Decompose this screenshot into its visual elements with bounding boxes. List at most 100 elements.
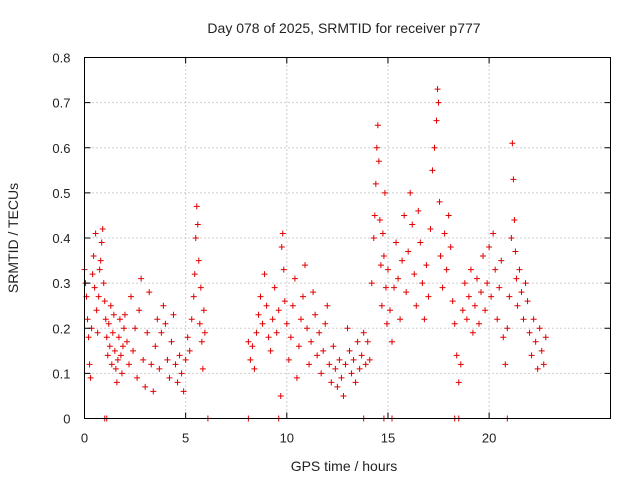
data-point bbox=[439, 284, 446, 291]
data-point bbox=[415, 207, 422, 214]
data-point bbox=[96, 266, 103, 273]
data-point bbox=[461, 280, 468, 287]
data-point bbox=[504, 325, 511, 332]
data-point bbox=[275, 307, 282, 314]
data-point bbox=[512, 248, 519, 255]
data-point bbox=[110, 311, 117, 318]
data-point bbox=[380, 253, 387, 260]
data-point bbox=[156, 365, 163, 372]
data-point bbox=[457, 361, 464, 368]
data-point bbox=[91, 284, 98, 291]
data-point bbox=[441, 230, 448, 237]
data-point bbox=[526, 329, 533, 336]
data-point bbox=[538, 347, 545, 354]
data-point bbox=[271, 284, 278, 291]
data-point bbox=[201, 329, 208, 336]
data-point bbox=[144, 329, 151, 336]
data-point bbox=[377, 262, 384, 269]
data-point bbox=[484, 280, 491, 287]
data-point bbox=[419, 280, 426, 287]
data-point bbox=[253, 329, 260, 336]
data-point bbox=[195, 257, 202, 264]
data-point bbox=[278, 244, 285, 251]
data-point bbox=[99, 225, 106, 232]
data-point bbox=[279, 230, 286, 237]
data-point bbox=[140, 356, 147, 363]
data-point bbox=[511, 216, 518, 223]
data-point bbox=[510, 176, 517, 183]
data-point bbox=[436, 198, 443, 205]
data-point bbox=[121, 311, 128, 318]
data-point bbox=[257, 293, 264, 300]
data-point bbox=[522, 280, 529, 287]
data-point bbox=[245, 338, 252, 345]
data-point bbox=[84, 316, 91, 323]
data-point bbox=[100, 280, 107, 287]
data-point bbox=[423, 262, 430, 269]
data-point bbox=[334, 383, 341, 390]
data-point bbox=[330, 343, 337, 350]
data-point bbox=[490, 230, 497, 237]
data-point bbox=[496, 284, 503, 291]
data-point bbox=[344, 325, 351, 332]
data-point bbox=[425, 293, 432, 300]
data-point bbox=[101, 298, 108, 305]
data-point bbox=[191, 271, 198, 278]
data-point bbox=[166, 374, 173, 381]
data-point bbox=[285, 356, 292, 363]
data-point bbox=[514, 302, 521, 309]
data-point bbox=[112, 365, 119, 372]
data-point bbox=[273, 329, 280, 336]
data-point bbox=[520, 316, 527, 323]
data-point bbox=[411, 271, 418, 278]
data-point bbox=[437, 253, 444, 260]
data-point bbox=[162, 320, 169, 327]
data-point bbox=[506, 293, 513, 300]
data-point bbox=[393, 239, 400, 246]
data-point bbox=[478, 289, 485, 296]
data-point bbox=[108, 361, 115, 368]
data-point bbox=[368, 280, 375, 287]
data-point bbox=[98, 239, 105, 246]
data-point bbox=[350, 356, 357, 363]
data-point bbox=[382, 284, 389, 291]
x-tick-label: 5 bbox=[182, 431, 189, 446]
data-point bbox=[180, 388, 187, 395]
data-point bbox=[340, 392, 347, 399]
data-point bbox=[453, 352, 460, 359]
data-point bbox=[366, 356, 373, 363]
data-point bbox=[281, 298, 288, 305]
data-point bbox=[482, 307, 489, 314]
data-point bbox=[308, 338, 315, 345]
data-point bbox=[498, 257, 505, 264]
data-point bbox=[469, 329, 476, 336]
x-tick-label: 15 bbox=[381, 431, 395, 446]
data-point bbox=[379, 230, 386, 237]
y-tick-label: 0.8 bbox=[52, 51, 70, 66]
data-point bbox=[397, 316, 404, 323]
x-tick-label: 10 bbox=[280, 431, 294, 446]
data-point bbox=[97, 257, 104, 264]
data-point bbox=[299, 293, 306, 300]
data-point bbox=[304, 325, 311, 332]
data-point bbox=[115, 334, 122, 341]
data-point bbox=[383, 320, 390, 327]
data-point bbox=[291, 275, 298, 282]
data-point bbox=[134, 374, 141, 381]
data-point bbox=[293, 374, 300, 381]
data-point bbox=[473, 275, 480, 282]
data-point bbox=[117, 352, 124, 359]
data-point bbox=[316, 329, 323, 336]
data-point bbox=[174, 379, 181, 386]
data-point bbox=[378, 302, 385, 309]
data-point bbox=[89, 271, 96, 278]
data-point bbox=[384, 266, 391, 273]
axis-ticks: 0 0.1 0.2 0.3 0.4 0.5 0.6 0.7 0.8 0 5 10 15 20 bbox=[52, 51, 611, 446]
data-point bbox=[413, 302, 420, 309]
data-point bbox=[247, 356, 254, 363]
data-point bbox=[435, 99, 442, 106]
data-point bbox=[427, 225, 434, 232]
data-point bbox=[465, 293, 472, 300]
data-point bbox=[314, 352, 321, 359]
